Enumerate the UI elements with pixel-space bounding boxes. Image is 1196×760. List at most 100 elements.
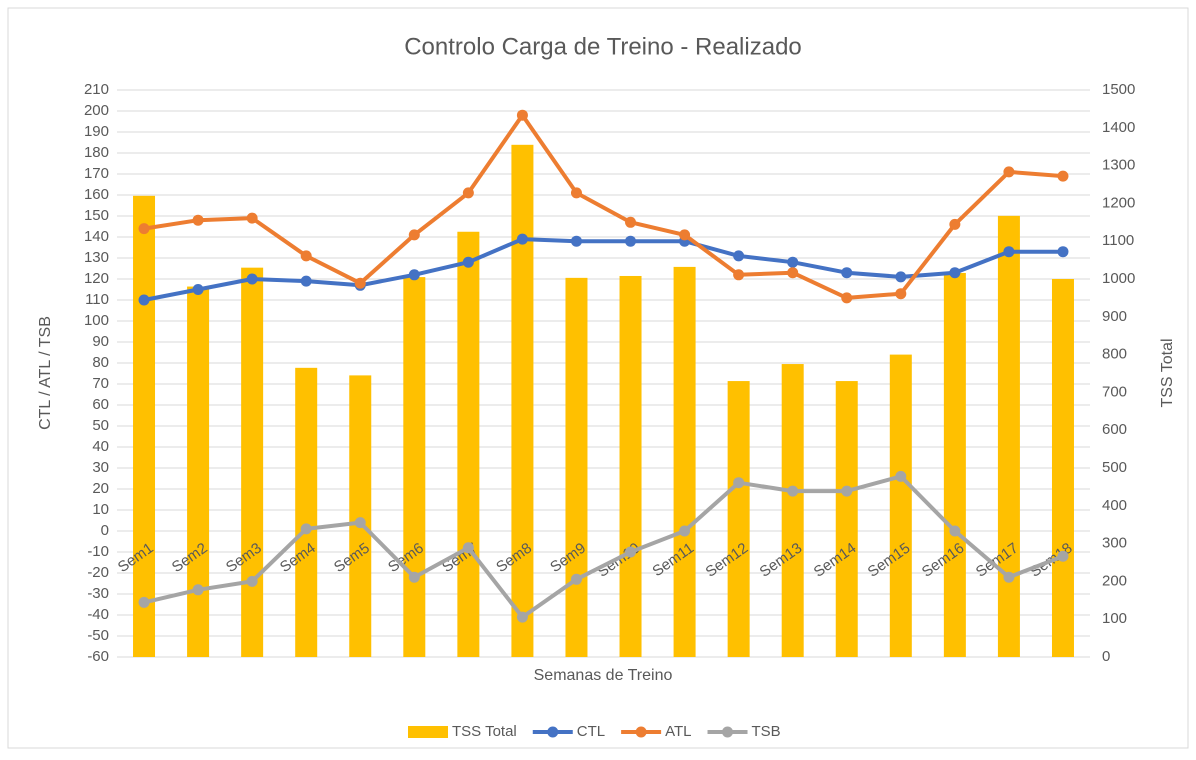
point bbox=[625, 235, 637, 247]
y-tick-label: 0 bbox=[101, 522, 109, 539]
bar bbox=[835, 381, 858, 657]
point bbox=[570, 573, 582, 585]
point bbox=[895, 288, 907, 300]
point bbox=[408, 229, 420, 241]
y2-tick-label: 1200 bbox=[1102, 194, 1135, 211]
y-tick-label: 110 bbox=[85, 291, 109, 308]
x-axis-label: Semanas de Treino bbox=[534, 667, 673, 684]
y2-tick-label: 200 bbox=[1102, 572, 1127, 589]
y-axis-label: CTL / ATL / TSB bbox=[37, 316, 54, 430]
point bbox=[625, 546, 637, 558]
y-tick-label: -10 bbox=[87, 543, 109, 560]
bar bbox=[1051, 279, 1074, 657]
point bbox=[1057, 550, 1069, 562]
point bbox=[1057, 170, 1069, 182]
legend-label: TSS Total bbox=[452, 723, 517, 740]
point bbox=[354, 517, 366, 529]
point bbox=[192, 284, 204, 295]
point bbox=[841, 485, 853, 497]
point bbox=[462, 256, 474, 268]
bar bbox=[133, 195, 156, 657]
point bbox=[408, 269, 420, 281]
y-tick-label: 100 bbox=[84, 312, 109, 329]
point bbox=[949, 525, 961, 537]
point bbox=[1003, 246, 1015, 258]
point bbox=[138, 596, 150, 608]
point bbox=[246, 575, 258, 587]
point bbox=[138, 223, 150, 235]
y-tick-label: -40 bbox=[87, 606, 109, 623]
point bbox=[300, 275, 312, 287]
point bbox=[246, 212, 258, 224]
y-tick-label: 80 bbox=[92, 354, 109, 371]
y-tick-label: 20 bbox=[92, 480, 109, 497]
point bbox=[895, 271, 907, 283]
point bbox=[570, 187, 582, 199]
point bbox=[895, 470, 907, 482]
point bbox=[1003, 166, 1015, 178]
y2-tick-label: 600 bbox=[1102, 421, 1127, 438]
y-tick-label: -30 bbox=[87, 585, 109, 602]
y2-tick-label: 300 bbox=[1102, 535, 1127, 552]
bar bbox=[565, 277, 588, 657]
y-tick-label: 50 bbox=[92, 417, 109, 434]
y-tick-label: 140 bbox=[84, 228, 109, 245]
legend-swatch bbox=[722, 726, 734, 738]
point bbox=[679, 229, 691, 241]
line bbox=[143, 113, 1064, 300]
y-tick-label: 160 bbox=[84, 186, 109, 203]
point bbox=[408, 571, 420, 583]
y2-tick-label: 1000 bbox=[1102, 270, 1135, 287]
y-tick-label: 10 bbox=[92, 501, 109, 518]
point bbox=[300, 250, 312, 262]
y-tick-label: 170 bbox=[84, 165, 109, 182]
y2-tick-label: 400 bbox=[1102, 497, 1127, 514]
point bbox=[949, 218, 961, 230]
point bbox=[625, 216, 637, 228]
y2-tick-label: 100 bbox=[1102, 610, 1127, 627]
point bbox=[570, 235, 582, 247]
bar bbox=[403, 277, 426, 657]
y2-axis-label: TSS Total bbox=[1159, 338, 1176, 407]
y2-tick-label: 800 bbox=[1102, 346, 1127, 363]
chart-title: Controlo Carga de Treino - Realizado bbox=[404, 33, 802, 60]
point bbox=[192, 214, 204, 226]
bar bbox=[889, 354, 912, 657]
y2-tick-label: 1300 bbox=[1102, 157, 1135, 174]
bar bbox=[295, 367, 318, 657]
point bbox=[300, 523, 312, 535]
y-tick-label: 200 bbox=[84, 102, 109, 119]
y2-tick-label: 1100 bbox=[1102, 232, 1134, 249]
y-tick-label: -50 bbox=[87, 627, 109, 644]
y-tick-label: -20 bbox=[87, 564, 109, 581]
line bbox=[143, 237, 1063, 302]
y-tick-label: 90 bbox=[92, 333, 109, 350]
y-tick-label: 180 bbox=[84, 144, 109, 161]
point bbox=[787, 267, 799, 279]
bar bbox=[457, 231, 480, 657]
point bbox=[841, 292, 853, 304]
legend-label: TSB bbox=[752, 723, 781, 740]
y-tick-label: 130 bbox=[84, 249, 109, 266]
bar bbox=[727, 381, 750, 657]
point bbox=[1003, 571, 1015, 583]
bar bbox=[187, 286, 210, 657]
y-tick-label: 210 bbox=[84, 81, 109, 98]
bar bbox=[673, 266, 696, 657]
point bbox=[733, 250, 745, 262]
y-tick-label: 40 bbox=[92, 438, 109, 455]
point bbox=[841, 267, 853, 279]
y2-tick-label: 1400 bbox=[1102, 119, 1135, 136]
y2-tick-label: 500 bbox=[1102, 459, 1127, 476]
point bbox=[787, 485, 799, 497]
point bbox=[246, 273, 258, 285]
y-tick-label: 60 bbox=[92, 396, 109, 413]
line bbox=[143, 474, 1064, 620]
legend-swatch bbox=[547, 726, 559, 738]
point bbox=[949, 267, 961, 279]
point bbox=[1057, 246, 1069, 258]
legend-swatch bbox=[635, 726, 647, 738]
point bbox=[516, 233, 528, 245]
bar bbox=[349, 375, 372, 657]
